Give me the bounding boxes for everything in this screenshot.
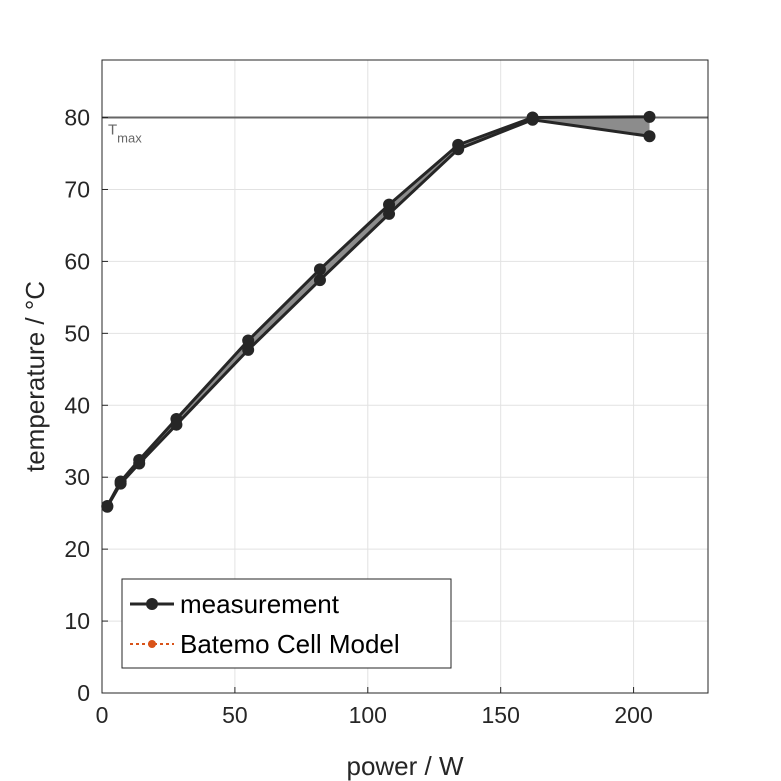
data-point xyxy=(383,207,396,220)
legend-marker xyxy=(146,598,158,610)
y-tick-label: 30 xyxy=(64,464,90,490)
x-axis-label: power / W xyxy=(346,751,463,781)
legend-box xyxy=(121,578,452,669)
data-point xyxy=(452,143,465,156)
data-point xyxy=(133,457,146,470)
y-tick-label: 0 xyxy=(77,680,90,706)
data-point xyxy=(643,130,656,143)
data-point xyxy=(242,334,255,347)
y-tick-label: 60 xyxy=(64,248,90,274)
y-tick-label: 50 xyxy=(64,320,90,346)
x-tick-label: 100 xyxy=(349,702,387,728)
data-point xyxy=(170,418,183,431)
data-point xyxy=(526,113,539,126)
y-tick-label: 10 xyxy=(64,608,90,634)
legend-label: measurement xyxy=(180,589,340,619)
x-tick-label: 50 xyxy=(222,702,248,728)
y-tick-label: 80 xyxy=(64,105,90,131)
data-point xyxy=(383,198,396,211)
legend: measurement Batemo Cell Model xyxy=(121,578,452,669)
data-point xyxy=(114,477,127,490)
y-axis-label: temperature / °C xyxy=(20,281,50,472)
legend-marker xyxy=(148,640,156,648)
y-tick-label: 20 xyxy=(64,536,90,562)
x-tick-label: 200 xyxy=(614,702,652,728)
reference-line-label-sub: max xyxy=(117,131,142,146)
series-line-upper xyxy=(105,115,650,507)
tick-labels: 0 50 100 150 200 0 10 20 30 40 50 60 70 80 xyxy=(64,105,652,728)
data-point xyxy=(101,500,114,513)
data-point xyxy=(313,274,326,287)
data-point xyxy=(313,263,326,276)
x-tick-label: 150 xyxy=(481,702,519,728)
x-tick-label: 0 xyxy=(96,702,109,728)
data-point xyxy=(643,110,656,123)
reference-line-label-main: T xyxy=(108,122,117,139)
reference-line-label: Tmax xyxy=(108,122,142,146)
data-layer xyxy=(101,110,656,513)
legend-label: Batemo Cell Model xyxy=(180,629,400,659)
data-point xyxy=(242,343,255,356)
y-tick-label: 40 xyxy=(64,392,90,418)
series-line-lower xyxy=(106,118,650,508)
y-tick-label: 70 xyxy=(64,176,90,202)
plot-frame xyxy=(101,59,709,694)
